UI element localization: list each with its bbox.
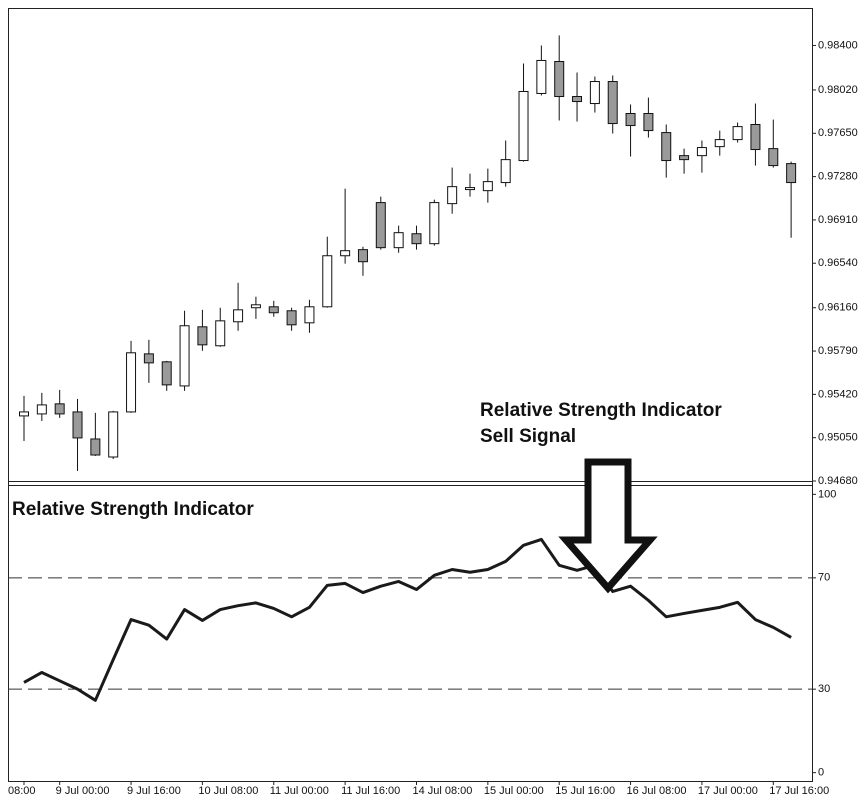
candle-body (322, 255, 333, 308)
x-tick-label: 11 Jul 16:00 (341, 785, 400, 797)
y-tick-label: 0 (818, 767, 824, 779)
candle-body (161, 361, 172, 386)
candle-body (19, 411, 29, 417)
candle-body (233, 309, 244, 323)
candle-body (536, 59, 547, 94)
y-tick-label: 0.94680 (818, 475, 858, 487)
x-tick-label: 17 Jul 16:00 (769, 785, 829, 797)
candle-body (250, 304, 261, 309)
candle-body (90, 438, 101, 456)
y-tick-label: 0.95790 (818, 345, 858, 357)
y-tick-label: 0.97280 (818, 171, 858, 183)
y-tick-label: 0.96540 (818, 257, 858, 269)
candle-body (126, 352, 137, 413)
y-tick-label: 0.98400 (818, 39, 858, 51)
candle-body (732, 126, 743, 141)
candle-body (143, 353, 154, 364)
y-tick-label: 0.95050 (818, 432, 858, 444)
candle-body (197, 326, 208, 346)
x-tick-label: 14 Jul 08:00 (412, 785, 472, 797)
y-tick-label: 0.98020 (818, 84, 858, 96)
y-tick-label: 70 (818, 572, 830, 584)
candle-body (768, 148, 779, 167)
x-tick-label: 9 Jul 00:00 (56, 785, 110, 797)
candle-body (108, 411, 119, 458)
x-tick-label: 08:00 (8, 785, 36, 797)
frame (8, 8, 813, 782)
candle-body (179, 325, 190, 387)
candle-body (625, 112, 636, 127)
y-tick-label: 100 (818, 488, 836, 500)
x-tick-label: 10 Jul 08:00 (198, 785, 258, 797)
x-tick-label: 15 Jul 00:00 (484, 785, 544, 797)
y-tick-label: 0.97650 (818, 127, 858, 139)
candle-body (714, 139, 725, 148)
candle-body (268, 306, 279, 314)
candle-body (429, 202, 440, 245)
candle-body (215, 320, 226, 347)
candle-body (54, 403, 65, 415)
y-tick-label: 0.96910 (818, 214, 858, 226)
candle-body (518, 90, 529, 162)
panel-title: Relative Strength Indicator (12, 499, 254, 520)
candle-body (696, 147, 707, 157)
candle-body (375, 202, 386, 249)
y-tick-label: 0.96160 (818, 302, 858, 314)
candle-body (607, 81, 618, 125)
candle-body (36, 404, 47, 415)
candle-body (447, 186, 458, 205)
candle-body (411, 233, 422, 245)
candle-body (500, 159, 511, 184)
candle-body (786, 163, 797, 184)
candle-body (572, 96, 583, 103)
candle-body (304, 306, 315, 324)
candle-body (643, 112, 654, 132)
x-tick-label: 17 Jul 00:00 (698, 785, 758, 797)
candle-body (393, 232, 404, 249)
rsi-line (23, 537, 792, 702)
candle-body (286, 310, 297, 326)
candle-body (340, 250, 351, 257)
candle-body (554, 61, 565, 98)
candle-body (589, 81, 600, 105)
candle-body (661, 132, 672, 162)
x-tick-label: 16 Jul 08:00 (627, 785, 687, 797)
y-tick-label: 0.95420 (818, 388, 858, 400)
sell-arrow (558, 458, 658, 594)
x-tick-label: 11 Jul 00:00 (270, 785, 329, 797)
candle-body (482, 181, 493, 192)
x-tick-label: 15 Jul 16:00 (555, 785, 615, 797)
candle-body (465, 187, 475, 191)
candle-body (72, 411, 83, 439)
candle-body (750, 123, 761, 151)
candle-body (357, 249, 368, 263)
x-tick-label: 9 Jul 16:00 (127, 785, 181, 797)
candle-body (679, 155, 690, 161)
annotation: Sell Signal (480, 426, 576, 447)
y-tick-label: 30 (818, 683, 830, 695)
annotation: Relative Strength Indicator (480, 400, 722, 421)
